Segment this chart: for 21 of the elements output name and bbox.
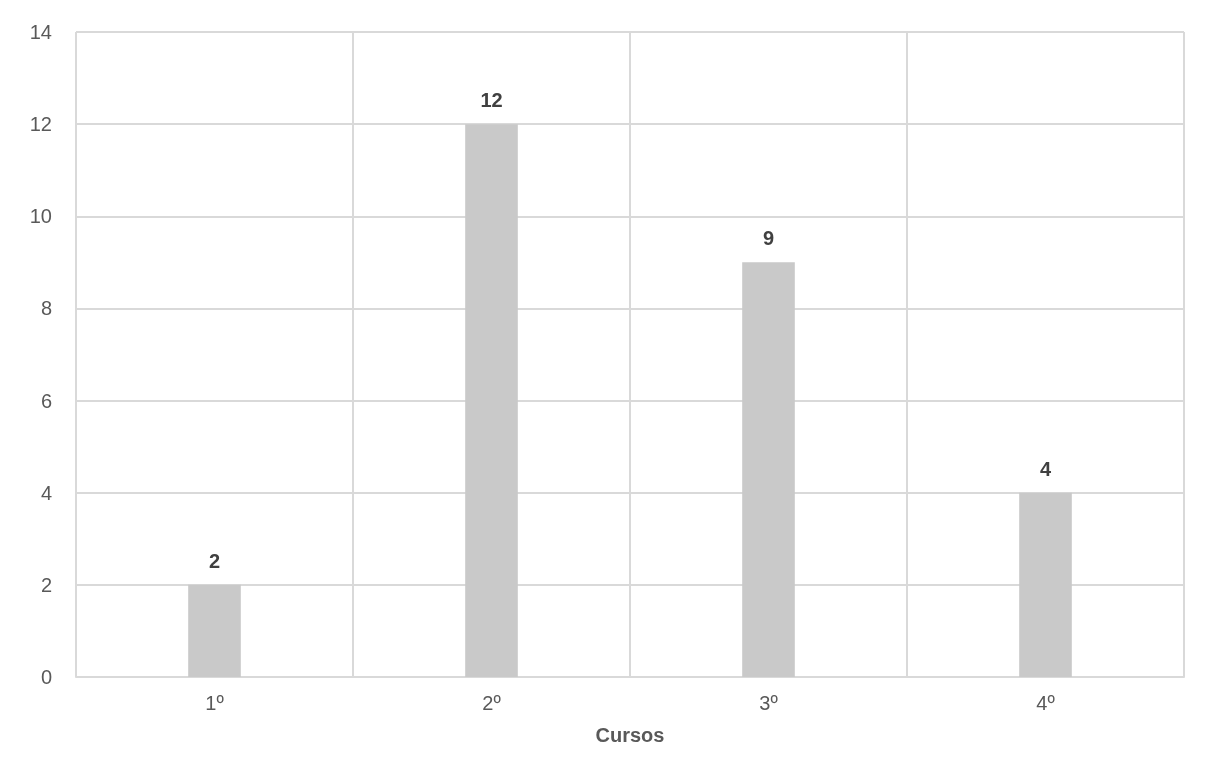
x-tick-label: 2º	[482, 692, 502, 714]
data-label: 12	[480, 89, 503, 112]
y-tick-label: 0	[40, 666, 52, 688]
bar	[1019, 492, 1072, 677]
y-tick-label: 14	[29, 21, 52, 43]
y-tick-label: 6	[40, 389, 52, 412]
x-tick-label: 3º	[759, 692, 779, 714]
x-axis-title: Cursos	[595, 724, 665, 746]
y-tick-label: 4	[40, 481, 52, 504]
data-label: 9	[762, 227, 775, 250]
y-tick-label: 8	[40, 297, 52, 320]
data-label: 4	[1039, 457, 1052, 480]
y-tick-label: 10	[29, 205, 52, 228]
bar	[188, 584, 241, 677]
bar	[742, 262, 795, 677]
y-tick-label: 2	[40, 573, 52, 596]
y-tick-label: 12	[29, 113, 52, 136]
x-tick-label: 4º	[1036, 692, 1056, 714]
x-tick-label: 1º	[205, 692, 225, 714]
data-label: 2	[208, 549, 221, 572]
bar	[465, 124, 518, 677]
